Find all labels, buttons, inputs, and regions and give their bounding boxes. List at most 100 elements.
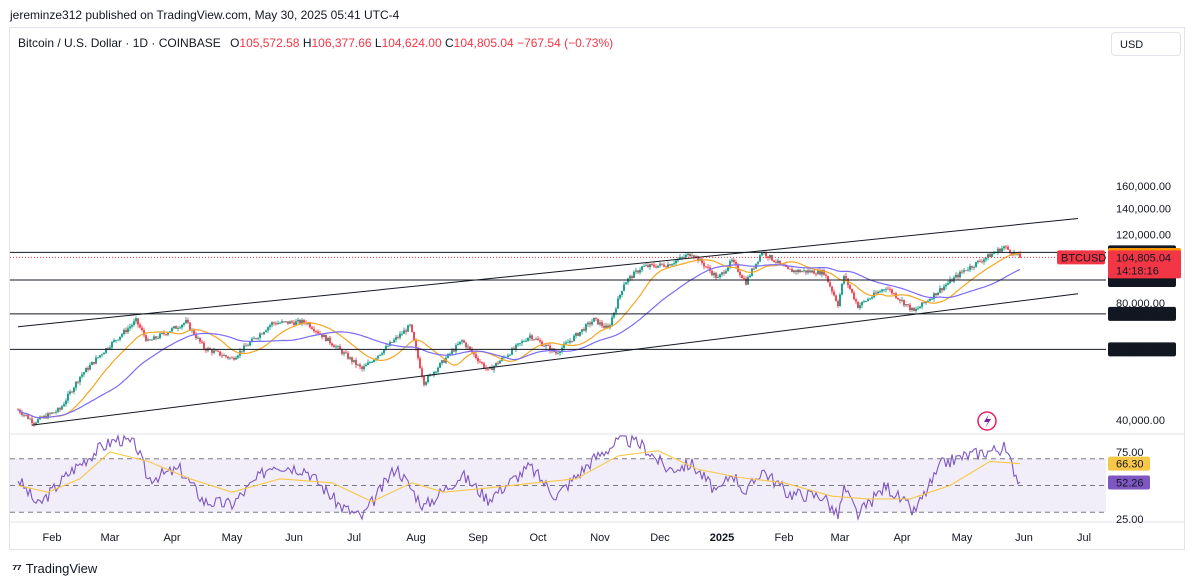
footer-brand[interactable]: ⁷⁷ TradingView xyxy=(12,561,97,576)
candle-body xyxy=(297,319,299,322)
candle-body xyxy=(89,364,91,370)
candle-body xyxy=(265,330,267,333)
candle-body xyxy=(351,357,353,362)
candle-body xyxy=(767,256,769,259)
candle-body xyxy=(299,319,301,324)
candle-body xyxy=(877,291,879,294)
candle-body xyxy=(789,268,791,270)
candle-body xyxy=(923,302,925,304)
candle-body xyxy=(829,282,831,287)
candle-body xyxy=(643,266,645,267)
candle-body xyxy=(165,333,167,335)
candle-body xyxy=(189,322,191,330)
candle-body xyxy=(125,329,127,333)
candle-body xyxy=(971,266,973,268)
candle-body xyxy=(793,270,795,273)
candle-body xyxy=(67,393,69,401)
candle-body xyxy=(461,340,463,342)
candle-body xyxy=(611,317,613,326)
candle-body xyxy=(171,328,173,332)
candle-body xyxy=(437,367,439,372)
candle-body xyxy=(27,415,29,419)
candle-body xyxy=(617,298,619,309)
candle-body xyxy=(65,400,67,405)
candle-body xyxy=(741,275,743,279)
candle-body xyxy=(281,321,283,323)
candle-body xyxy=(225,355,227,357)
candle-body xyxy=(541,341,543,346)
candle-body xyxy=(71,391,73,393)
candle-body xyxy=(201,341,203,343)
candle-body xyxy=(809,270,811,273)
candle-body xyxy=(175,326,177,329)
candle-body xyxy=(857,301,859,309)
candle-body xyxy=(931,298,933,300)
candle-body xyxy=(277,323,279,325)
candle-body xyxy=(907,304,909,305)
symbol-badge-label: BTCUSD xyxy=(1061,252,1106,264)
candle-body xyxy=(565,342,567,344)
candle-body xyxy=(453,350,455,352)
candle-body xyxy=(837,300,839,307)
candle-body xyxy=(219,351,221,356)
candle-body xyxy=(59,408,61,410)
time-tick-label: 2025 xyxy=(710,532,734,544)
candle-body xyxy=(233,357,235,360)
tradingview-logo-icon: ⁷⁷ xyxy=(12,561,22,576)
candle-body xyxy=(97,357,99,359)
candle-body xyxy=(23,414,25,416)
candle-body xyxy=(525,340,527,342)
candle-body xyxy=(349,357,351,359)
candle-body xyxy=(111,341,113,348)
candle-body xyxy=(383,349,385,354)
candle-body xyxy=(845,276,847,279)
lightning-bolt-icon xyxy=(984,414,991,428)
candle-body xyxy=(933,293,935,299)
candle-body xyxy=(339,346,341,350)
candle-body xyxy=(221,355,223,357)
candle-body xyxy=(203,342,205,349)
candle-body xyxy=(133,321,135,325)
candle-body xyxy=(1005,246,1007,248)
time-tick-label: Dec xyxy=(650,532,670,544)
candle-body xyxy=(589,322,591,325)
candle-body xyxy=(245,345,247,347)
high-value: 106,377.66 xyxy=(311,36,372,50)
candle-body xyxy=(195,334,197,339)
candle-body xyxy=(291,321,293,323)
candle-body xyxy=(631,276,633,278)
candle-body xyxy=(355,360,357,366)
candle-body xyxy=(725,270,727,274)
candle-body xyxy=(361,366,363,370)
candle-body xyxy=(127,328,129,333)
candle-body xyxy=(679,257,681,260)
open-label: O xyxy=(230,36,240,50)
candle-body xyxy=(543,345,545,347)
candle-body xyxy=(593,317,595,322)
candle-body xyxy=(797,269,799,273)
candle-body xyxy=(687,253,689,255)
candle-body xyxy=(849,285,851,289)
candle-body xyxy=(279,322,281,324)
candle-body xyxy=(313,329,315,332)
candle-body xyxy=(739,271,741,276)
candle-body xyxy=(667,264,669,268)
currency-button[interactable]: USD xyxy=(1111,32,1181,56)
price-tick-label: 160,000.00 xyxy=(1116,181,1171,193)
candle-body xyxy=(941,288,943,291)
time-tick-label: May xyxy=(222,532,243,544)
candle-body xyxy=(131,324,133,327)
channel-line-lower xyxy=(31,293,1079,426)
candle-body xyxy=(303,320,305,323)
candle-body xyxy=(859,305,861,309)
candle-body xyxy=(523,341,525,343)
symbol-title: Bitcoin / U.S. Dollar · 1D · COINBASE xyxy=(18,36,221,50)
price-tick-label: 80,000.00 xyxy=(1116,298,1165,310)
candle-body xyxy=(387,345,389,347)
rsi-tick-label: 25.00 xyxy=(1116,514,1144,526)
candle-body xyxy=(465,342,467,348)
candle-body xyxy=(365,364,367,367)
candle-body xyxy=(811,270,813,273)
candle-body xyxy=(803,270,805,272)
